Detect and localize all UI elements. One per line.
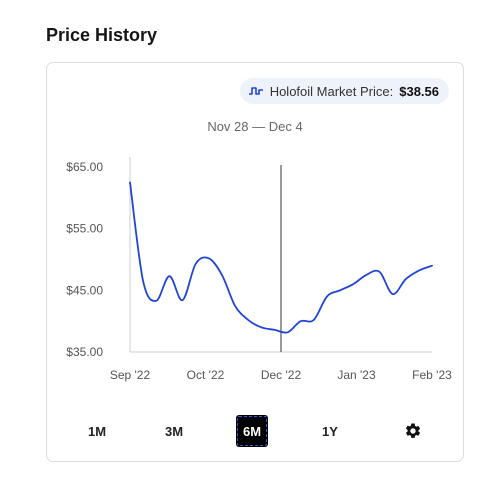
y-tick-label: $35.00 [66, 345, 103, 359]
price-chart: $65.00 $55.00 $45.00 $35.00 Sep '22 Oct '22 D… [66, 157, 452, 382]
period-selector: 1M 3M 6M 1Y [47, 415, 463, 449]
y-tick-label: $45.00 [66, 283, 103, 297]
period-1y-button[interactable]: 1Y [318, 415, 342, 447]
page-title: Price History [46, 25, 158, 45]
legend-pill: Holofoil Market Price: $38.56 [239, 78, 449, 104]
legend-series-name: Holofoil Market Price: [269, 83, 394, 99]
y-tick-label: $55.00 [66, 222, 103, 236]
x-tick-label: Dec '22 [261, 368, 302, 382]
period-6m-button[interactable]: 6M [236, 415, 268, 447]
y-tick-label: $65.00 [66, 160, 103, 174]
x-tick-label: Feb '23 [412, 368, 452, 382]
gear-icon [404, 422, 422, 440]
settings-button[interactable] [400, 415, 426, 447]
period-3m-button[interactable]: 3M [161, 415, 187, 447]
period-1m-button[interactable]: 1M [84, 415, 110, 447]
date-range-label: Nov 28 — Dec 4 [207, 119, 303, 134]
x-tick-label: Sep '22 [110, 368, 151, 382]
series-line [129, 181, 433, 334]
sparkline-icon [248, 84, 264, 98]
x-tick-label: Jan '23 [337, 368, 376, 382]
price-history-card: Holofoil Market Price: $38.56 Nov 28 — D… [46, 62, 464, 462]
x-tick-label: Oct '22 [187, 368, 225, 382]
legend-price-value: $38.56 [399, 83, 439, 99]
